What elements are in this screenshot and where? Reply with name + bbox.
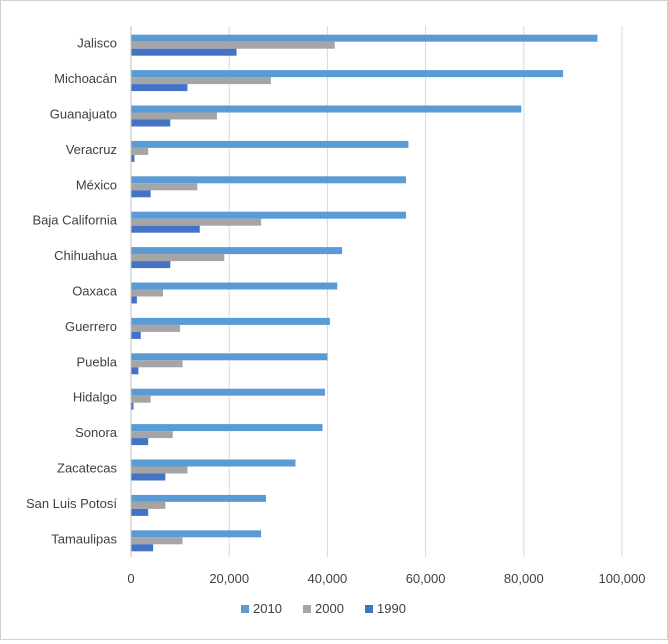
legend-swatch — [241, 605, 249, 613]
x-axis: 0 20,000 40,000 60,000 80,000 100,000 — [127, 571, 645, 586]
bar-2010 — [131, 424, 323, 432]
y-tick-label: México — [76, 177, 117, 192]
bar-1990 — [131, 225, 200, 233]
bar-1990 — [131, 190, 151, 198]
bar-1990 — [131, 261, 171, 269]
legend-swatch — [365, 605, 373, 613]
bar-1990 — [131, 367, 139, 375]
y-tick-label: Sonora — [75, 425, 118, 440]
y-tick-label: Veracruz — [66, 142, 117, 157]
bar-2010 — [131, 459, 296, 467]
bar-2000 — [131, 360, 183, 368]
y-tick-label: Michoacán — [54, 71, 117, 86]
x-tick-label: 80,000 — [504, 571, 544, 586]
bar-2000 — [131, 501, 166, 509]
x-tick-label: 20,000 — [209, 571, 249, 586]
legend: 2010 2000 1990 — [241, 601, 406, 616]
x-tick-label: 0 — [127, 571, 134, 586]
x-tick-label: 100,000 — [599, 571, 646, 586]
y-tick-label: Hidalgo — [73, 390, 117, 405]
bar-2000 — [131, 431, 173, 439]
y-tick-label: Guanajuato — [50, 107, 117, 122]
bar-2000 — [131, 537, 183, 545]
bar-1990 — [131, 84, 188, 92]
legend-label: 2000 — [315, 601, 344, 616]
bar-2000 — [131, 289, 163, 297]
bar-2000 — [131, 395, 151, 403]
y-tick-label: Guerrero — [65, 319, 117, 334]
y-tick-label: San Luis Potosí — [26, 496, 117, 511]
bar-1990 — [131, 48, 237, 56]
bar-2000 — [131, 324, 181, 332]
y-tick-label: Tamaulipas — [51, 531, 117, 546]
x-tick-label: 40,000 — [308, 571, 348, 586]
bar-2000 — [131, 254, 225, 262]
bar-2000 — [131, 112, 217, 120]
bar-1990 — [131, 544, 154, 552]
bar-1990 — [131, 438, 149, 446]
bar-2000 — [131, 41, 335, 49]
bar-2010 — [131, 353, 328, 361]
bar-2000 — [131, 183, 198, 191]
bar-2010 — [131, 34, 598, 42]
y-tick-label: Baja California — [32, 213, 117, 228]
legend-swatch — [303, 605, 311, 613]
y-tick-label: Puebla — [77, 354, 118, 369]
bar-2010 — [131, 176, 406, 184]
bar-2010 — [131, 105, 522, 113]
y-tick-label: Jalisco — [77, 36, 117, 51]
bar-2010 — [131, 317, 330, 325]
bar-1990 — [131, 296, 137, 304]
bar-1990 — [131, 331, 141, 339]
bar-1990 — [131, 508, 149, 516]
bar-2010 — [131, 530, 262, 538]
bar-2010 — [131, 140, 409, 148]
bar-1990 — [131, 154, 135, 162]
y-axis: Jalisco Michoacán Guanajuato Veracruz México… — [26, 26, 132, 557]
bars — [131, 34, 598, 552]
y-tick-label: Oaxaca — [72, 284, 118, 299]
y-tick-label: Zacatecas — [57, 461, 117, 476]
legend-label: 1990 — [377, 601, 406, 616]
bar-2010 — [131, 282, 338, 290]
bar-2010 — [131, 211, 406, 219]
bar-2000 — [131, 466, 188, 474]
bar-2000 — [131, 77, 271, 85]
bar-2010 — [131, 247, 343, 255]
bar-2000 — [131, 147, 149, 155]
y-tick-label: Chihuahua — [54, 248, 118, 263]
bar-1990 — [131, 473, 166, 481]
bar-2010 — [131, 388, 325, 396]
x-tick-label: 60,000 — [406, 571, 446, 586]
legend-label: 2010 — [253, 601, 282, 616]
bar-2010 — [131, 70, 564, 78]
bar-2000 — [131, 218, 262, 226]
bar-2010 — [131, 494, 267, 502]
bar-1990 — [131, 119, 171, 127]
bar-1990 — [131, 402, 134, 410]
